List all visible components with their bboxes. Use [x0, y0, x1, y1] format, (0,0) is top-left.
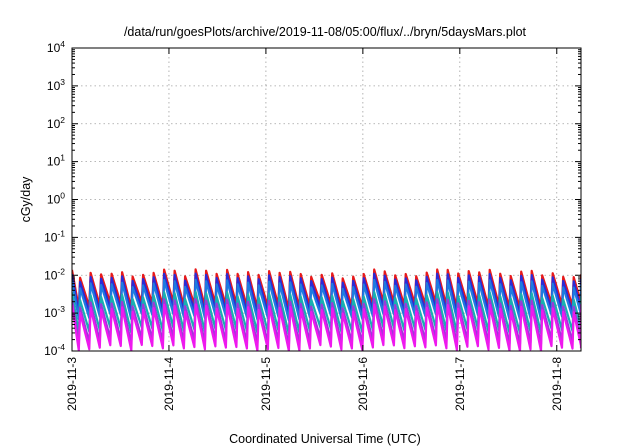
x-tick-label: 2019-11-3: [65, 357, 79, 411]
chart-title: /data/run/goesPlots/archive/2019-11-08/0…: [124, 25, 527, 39]
y-tick-label: 102: [47, 115, 65, 131]
series-line-6: [72, 303, 581, 351]
x-axis-label: Coordinated Universal Time (UTC): [229, 432, 421, 446]
y-tick-label: 10-4: [44, 342, 65, 358]
y-tick-labels: 10-4 10-3 10-2 10-1 100 101 102 103 104: [44, 39, 65, 358]
series-line-5: [72, 298, 581, 347]
x-tick-labels: 2019-11-3 2019-11-4 2019-11-5 2019-11-6 2019…: [65, 357, 564, 411]
y-tick-label: 101: [47, 153, 65, 169]
y-tick-label: 100: [47, 191, 65, 207]
y-axis-label: cGy/day: [19, 176, 33, 223]
series-layer: [72, 268, 581, 351]
series-line-2: [72, 272, 581, 317]
y-tick-label: 103: [47, 77, 65, 93]
y-tick-label: 104: [47, 39, 65, 55]
x-tick-label: 2019-11-4: [162, 357, 176, 411]
y-tick-label: 10-2: [44, 266, 65, 282]
x-tick-label: 2019-11-8: [550, 357, 564, 411]
x-tick-label: 2019-11-5: [259, 357, 273, 411]
x-tick-label: 2019-11-6: [356, 357, 370, 411]
y-tick-label: 10-1: [44, 228, 65, 244]
axis-ticks: [71, 47, 581, 352]
y-tick-label: 10-3: [44, 304, 65, 320]
x-tick-label: 2019-11-7: [453, 357, 467, 411]
